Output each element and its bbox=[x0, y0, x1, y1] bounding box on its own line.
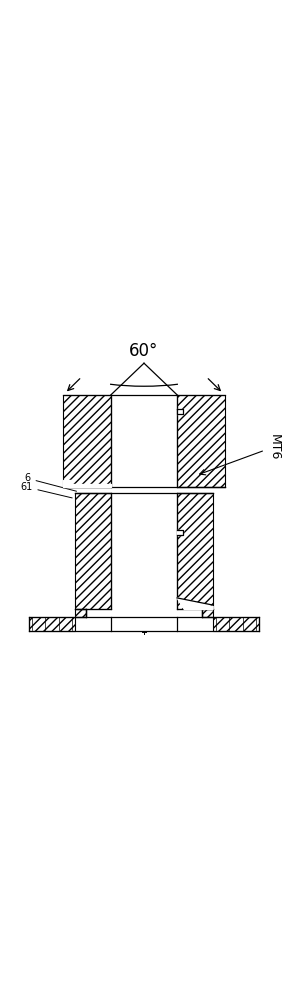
Polygon shape bbox=[177, 598, 213, 609]
Polygon shape bbox=[177, 409, 183, 414]
Polygon shape bbox=[177, 530, 183, 535]
Polygon shape bbox=[86, 609, 202, 617]
Polygon shape bbox=[111, 493, 177, 609]
Text: 6: 6 bbox=[24, 473, 77, 491]
Text: MT6: MT6 bbox=[200, 434, 281, 475]
Polygon shape bbox=[111, 395, 177, 487]
Polygon shape bbox=[63, 480, 111, 487]
Text: 61: 61 bbox=[20, 482, 72, 498]
Text: 60°: 60° bbox=[129, 342, 159, 360]
Polygon shape bbox=[111, 617, 177, 631]
